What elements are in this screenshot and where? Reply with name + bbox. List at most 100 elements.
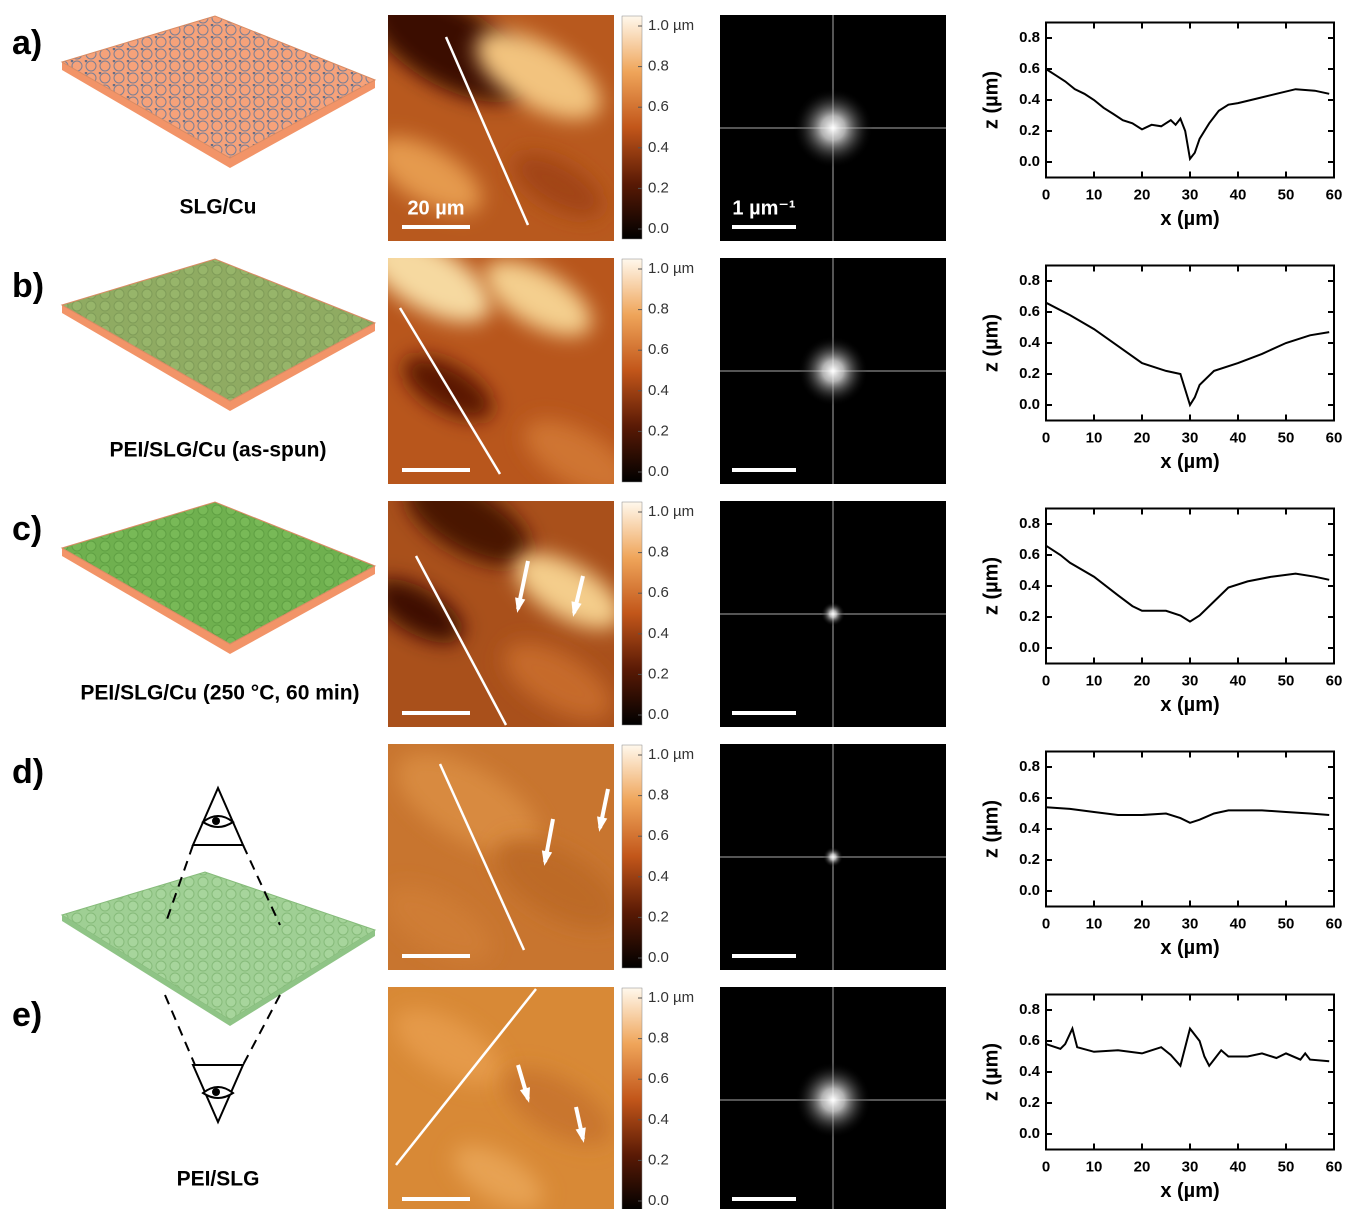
y-tick-label: 0.0 — [1019, 396, 1040, 413]
colorbar — [621, 258, 643, 483]
x-tick-label: 40 — [1230, 915, 1247, 932]
profile-line — [438, 763, 526, 951]
colorbar-tick-label: 0.2 — [648, 422, 669, 439]
afm-feature — [484, 259, 592, 337]
sheet — [60, 258, 377, 402]
x-tick-label: 50 — [1278, 186, 1295, 203]
profile-curve — [1045, 68, 1330, 162]
y-tick-label: 0.8 — [1019, 515, 1040, 532]
y-tick-label: 0.6 — [1019, 789, 1040, 806]
y-axis-label: z (µm) — [980, 557, 1002, 615]
colorbar-tick-label: 0.4 — [648, 139, 669, 156]
colorbar-tick-label: 0.0 — [648, 706, 669, 723]
afm-feature — [513, 153, 603, 217]
y-tick-label: 0.8 — [1019, 29, 1040, 46]
panel-label: c) — [12, 510, 42, 548]
afm-feature — [504, 642, 612, 720]
afm-feature — [504, 1068, 612, 1146]
caption: PEI/SLG/Cu (as-spun) — [109, 439, 326, 462]
pupil — [212, 1088, 220, 1096]
panel-label: b) — [12, 267, 44, 305]
afm-feature — [405, 501, 531, 566]
pupil — [212, 817, 220, 825]
x-axis-label: x (µm) — [1160, 694, 1219, 716]
plot-frame — [1045, 264, 1335, 422]
afm-feature — [453, 1145, 543, 1209]
x-tick-label: 40 — [1230, 186, 1247, 203]
scale-bar — [732, 954, 796, 958]
sight — [242, 994, 281, 1066]
sheet — [60, 15, 377, 159]
afm-image — [388, 744, 614, 970]
scale-bar — [732, 468, 796, 472]
profile-curve — [1045, 1025, 1330, 1068]
panel-label: d) — [12, 753, 44, 791]
x-tick-label: 60 — [1326, 915, 1343, 932]
colorbar-tick-label: 0.8 — [648, 544, 669, 561]
afm-feature — [524, 419, 614, 484]
x-axis-label: x (µm) — [1160, 208, 1219, 230]
fft-center — [798, 336, 868, 406]
y-axis-label: z (µm) — [980, 314, 1002, 372]
plot-frame — [1045, 750, 1335, 908]
y-tick-label: 0.4 — [1019, 334, 1041, 351]
fft-center — [823, 847, 843, 867]
x-tick-label: 0 — [1042, 915, 1050, 932]
arrow-head — [515, 597, 526, 613]
scale-bar — [732, 711, 796, 715]
colorbar-tick-label: 0.0 — [648, 949, 669, 966]
scale-bar — [402, 225, 470, 229]
colorbar-tick-label: 0.4 — [648, 382, 669, 399]
x-tick-label: 60 — [1326, 672, 1343, 689]
afm-feature — [495, 839, 614, 929]
colorbar-tick-label: 1.0 µm — [648, 989, 694, 1006]
afm-feature — [388, 136, 482, 214]
panel-label: a) — [12, 24, 42, 62]
scale-bar — [402, 468, 470, 472]
colorbar-tick-label: 0.6 — [648, 1070, 669, 1087]
colorbar — [621, 501, 643, 726]
y-axis-label: z (µm) — [980, 71, 1002, 129]
colorbar-tick-label: 0.4 — [648, 1111, 669, 1128]
afm-image — [388, 987, 614, 1209]
caption: PEI/SLG/Cu (250 °C, 60 min) — [80, 682, 359, 705]
fft-center — [821, 602, 845, 626]
y-tick-label: 0.6 — [1019, 1032, 1040, 1049]
x-tick-label: 10 — [1086, 186, 1103, 203]
caption: PEI/SLG — [177, 1168, 260, 1191]
x-tick-label: 30 — [1182, 672, 1199, 689]
plot-frame — [1045, 993, 1335, 1151]
x-tick-label: 40 — [1230, 1158, 1247, 1175]
y-tick-label: 0.2 — [1019, 1094, 1040, 1111]
x-tick-label: 60 — [1326, 1158, 1343, 1175]
colorbar — [621, 744, 643, 969]
x-tick-label: 30 — [1182, 1158, 1199, 1175]
x-tick-label: 40 — [1230, 672, 1247, 689]
afm-feature — [388, 258, 491, 323]
y-tick-label: 0.6 — [1019, 60, 1040, 77]
colorbar-tick-label: 0.6 — [648, 827, 669, 844]
x-tick-label: 0 — [1042, 1158, 1050, 1175]
substrate-side — [62, 305, 375, 411]
colorbar-tick-label: 1.0 µm — [648, 260, 694, 277]
x-tick-label: 30 — [1182, 186, 1199, 203]
x-tick-label: 20 — [1134, 186, 1151, 203]
afm-feature — [475, 30, 601, 120]
colorbar-tick-label: 0.0 — [648, 1192, 669, 1209]
x-tick-label: 40 — [1230, 429, 1247, 446]
x-tick-label: 10 — [1086, 915, 1103, 932]
colorbar-tick-label: 0.2 — [648, 179, 669, 196]
afm-image — [388, 15, 614, 241]
colorbar-tick-label: 0.0 — [648, 463, 669, 480]
x-tick-label: 50 — [1278, 429, 1295, 446]
x-tick-label: 50 — [1278, 915, 1295, 932]
y-tick-label: 0.0 — [1019, 153, 1040, 170]
colorbar-tick-label: 0.2 — [648, 908, 669, 925]
y-tick-label: 0.2 — [1019, 608, 1040, 625]
profile-line — [395, 988, 537, 1166]
profile-line — [414, 555, 508, 726]
arrow-head — [541, 850, 553, 866]
arrow-head — [575, 1127, 586, 1143]
